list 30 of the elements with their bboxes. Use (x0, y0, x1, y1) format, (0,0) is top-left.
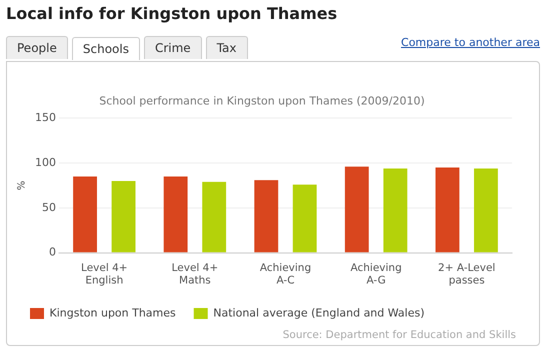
bar (292, 184, 317, 252)
bar (383, 168, 408, 252)
source-note: Source: Department for Education and Skills (282, 329, 516, 341)
text: People (6, 36, 68, 59)
text: Compare to another area (401, 36, 540, 49)
bar (474, 168, 498, 252)
bar (202, 182, 226, 252)
x-tick-label: Achieving A-C (260, 262, 312, 286)
chart-subtitle: School performance in Kingston upon Thames (2009/2010) (99, 94, 425, 108)
x-tick-label: Achieving A-G (350, 262, 402, 286)
y-tick-label: 50 (42, 200, 56, 214)
y-tick-label: 100 (34, 156, 56, 169)
bar (254, 180, 278, 252)
bar (164, 176, 188, 252)
y-axis-title: % (16, 180, 28, 190)
x-tick-label: Level 4+ English (81, 262, 128, 286)
text: Crime (144, 36, 202, 59)
legend-label: National average (England and Wales) (213, 306, 425, 320)
bar (344, 166, 369, 252)
text: Tax (206, 36, 248, 59)
chart-title: Local info for Kingston upon Thames (6, 4, 338, 23)
y-tick-label: 0 (48, 246, 56, 259)
bar (436, 168, 460, 252)
x-tick-label: Level 4+ Maths (172, 262, 218, 286)
text: Schools (72, 37, 140, 60)
bar (73, 176, 97, 252)
legend-label: Kingston upon Thames (50, 306, 176, 320)
x-tick-label: 2+ A-Level passes (438, 262, 496, 286)
bar (112, 181, 136, 252)
y-tick-label: 150 (34, 111, 56, 124)
